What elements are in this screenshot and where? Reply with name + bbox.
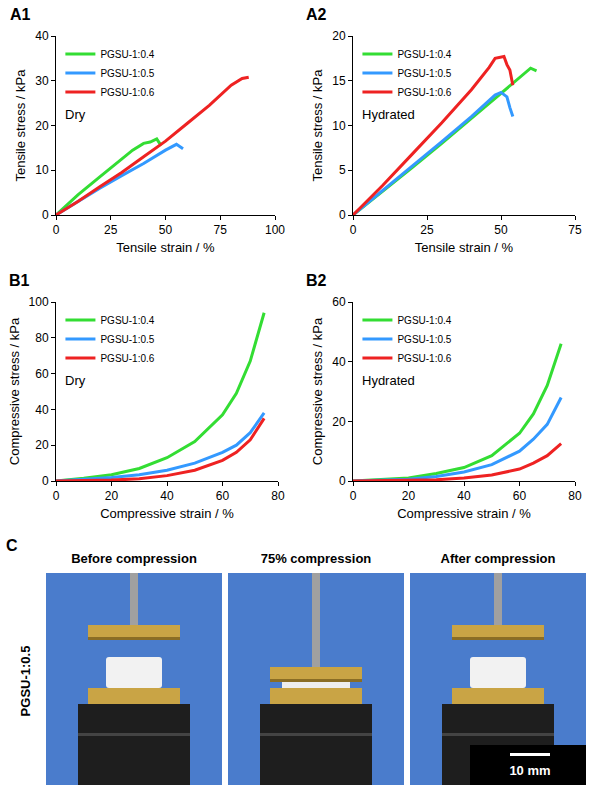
svg-text:75: 75: [568, 223, 582, 237]
svg-text:25: 25: [420, 223, 434, 237]
svg-text:PGSU-1:0.6: PGSU-1:0.6: [397, 353, 451, 364]
svg-text:0: 0: [53, 223, 60, 237]
svg-text:50: 50: [159, 223, 173, 237]
svg-text:A2: A2: [306, 6, 327, 23]
svg-text:10: 10: [35, 163, 49, 177]
svg-text:10: 10: [332, 119, 346, 133]
svg-text:0: 0: [339, 208, 346, 222]
svg-text:80: 80: [568, 489, 582, 503]
svg-text:20: 20: [332, 415, 346, 429]
svg-text:B2: B2: [306, 272, 327, 289]
svg-text:PGSU-1:0.4: PGSU-1:0.4: [100, 49, 154, 60]
svg-text:Tensile strain / %: Tensile strain / %: [116, 240, 215, 255]
svg-text:PGSU-1:0.5: PGSU-1:0.5: [100, 68, 154, 79]
svg-text:20: 20: [35, 119, 49, 133]
svg-text:0: 0: [42, 208, 49, 222]
svg-text:80: 80: [35, 331, 49, 345]
svg-text:Dry: Dry: [65, 373, 86, 388]
svg-text:40: 40: [332, 355, 346, 369]
svg-text:10 mm: 10 mm: [509, 763, 550, 778]
svg-text:Hydrated: Hydrated: [362, 107, 415, 122]
svg-text:60: 60: [513, 489, 527, 503]
svg-text:Compressive strain / %: Compressive strain / %: [397, 506, 531, 521]
svg-text:PGSU-1:0.4: PGSU-1:0.4: [100, 315, 154, 326]
svg-text:0: 0: [350, 489, 357, 503]
svg-text:60: 60: [35, 367, 49, 381]
svg-text:40: 40: [35, 29, 49, 43]
svg-text:Compressive strain / %: Compressive strain / %: [100, 506, 234, 521]
svg-text:30: 30: [35, 74, 49, 88]
svg-text:After compression: After compression: [441, 551, 556, 566]
svg-text:0: 0: [339, 474, 346, 488]
svg-text:40: 40: [457, 489, 471, 503]
svg-text:0: 0: [350, 223, 357, 237]
svg-text:40: 40: [35, 403, 49, 417]
svg-text:40: 40: [160, 489, 174, 503]
svg-text:25: 25: [104, 223, 118, 237]
svg-text:PGSU-1:0.5: PGSU-1:0.5: [100, 334, 154, 345]
svg-text:80: 80: [271, 489, 285, 503]
svg-text:60: 60: [216, 489, 230, 503]
svg-text:Compressive stress / kPa: Compressive stress / kPa: [310, 317, 325, 465]
svg-text:Tensile strain / %: Tensile strain / %: [415, 240, 514, 255]
svg-text:A1: A1: [10, 6, 31, 23]
svg-text:Tensile stress / kPa: Tensile stress / kPa: [310, 69, 325, 182]
svg-text:PGSU-1:0.5: PGSU-1:0.5: [18, 646, 33, 717]
svg-text:Tensile stress / kPa: Tensile stress / kPa: [13, 69, 28, 182]
svg-text:20: 20: [332, 29, 346, 43]
svg-text:PGSU-1:0.4: PGSU-1:0.4: [397, 315, 451, 326]
svg-text:Hydrated: Hydrated: [362, 373, 415, 388]
svg-text:0: 0: [53, 489, 60, 503]
svg-text:15: 15: [332, 74, 346, 88]
svg-text:0: 0: [42, 474, 49, 488]
svg-text:100: 100: [265, 223, 285, 237]
svg-text:PGSU-1:0.5: PGSU-1:0.5: [397, 334, 451, 345]
svg-text:20: 20: [402, 489, 416, 503]
svg-text:75: 75: [214, 223, 228, 237]
svg-text:Before compression: Before compression: [71, 551, 197, 566]
svg-text:PGSU-1:0.4: PGSU-1:0.4: [397, 49, 451, 60]
svg-text:75% compression: 75% compression: [261, 551, 372, 566]
svg-text:20: 20: [105, 489, 119, 503]
svg-text:PGSU-1:0.6: PGSU-1:0.6: [100, 87, 154, 98]
svg-text:50: 50: [494, 223, 508, 237]
svg-text:20: 20: [35, 438, 49, 452]
svg-text:C: C: [6, 537, 18, 554]
svg-text:PGSU-1:0.5: PGSU-1:0.5: [397, 68, 451, 79]
svg-text:Compressive stress / kPa: Compressive stress / kPa: [7, 317, 22, 465]
svg-text:PGSU-1:0.6: PGSU-1:0.6: [397, 87, 451, 98]
svg-text:PGSU-1:0.6: PGSU-1:0.6: [100, 353, 154, 364]
svg-text:100: 100: [29, 295, 49, 309]
svg-text:60: 60: [332, 295, 346, 309]
svg-text:Dry: Dry: [65, 107, 86, 122]
svg-text:B1: B1: [9, 272, 30, 289]
svg-text:5: 5: [339, 163, 346, 177]
